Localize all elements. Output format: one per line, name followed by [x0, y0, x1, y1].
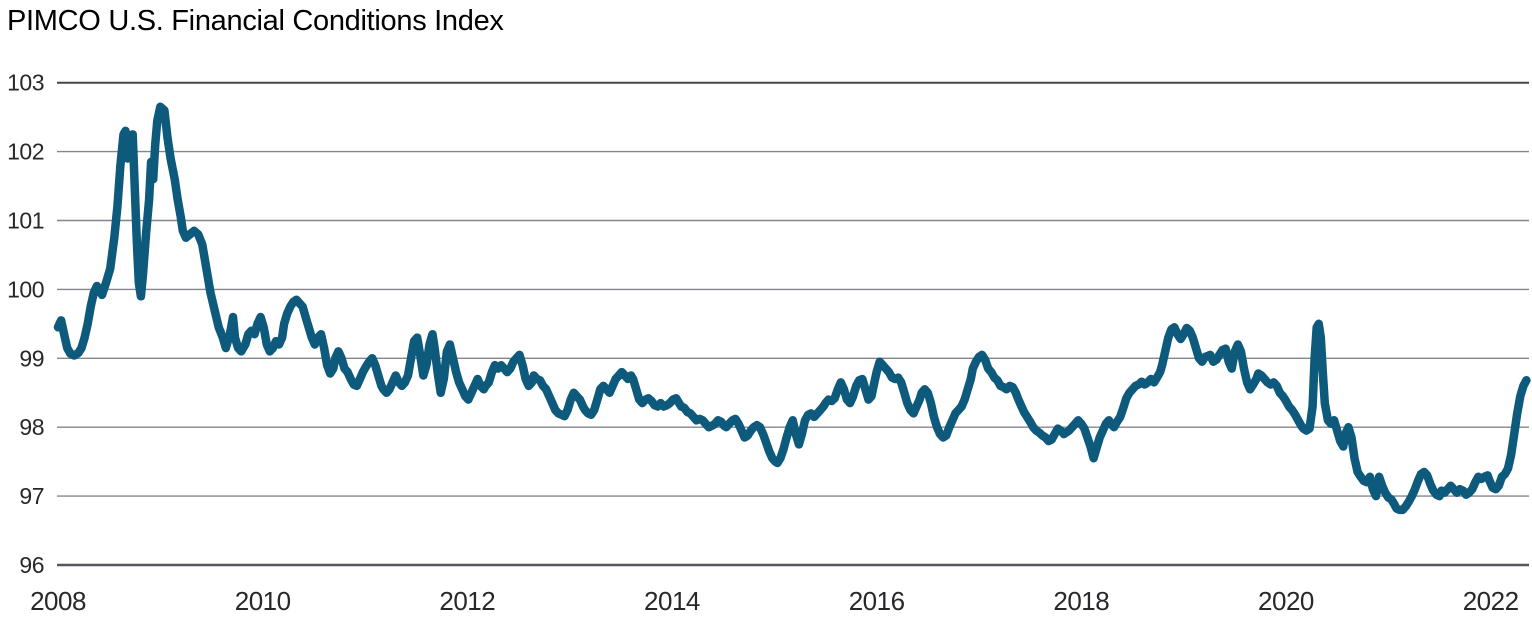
chart-title: PIMCO U.S. Financial Conditions Index [7, 5, 504, 37]
x-axis-label: 2016 [849, 586, 905, 616]
y-axis-label: 96 [19, 552, 44, 578]
y-axis-label: 99 [19, 345, 44, 371]
x-axis-label: 2020 [1258, 586, 1314, 616]
y-axis-label: 98 [19, 414, 44, 440]
y-axis-label: 97 [19, 483, 44, 509]
x-axis-label: 2010 [235, 586, 291, 616]
x-axis-label: 2008 [30, 586, 86, 616]
x-axis-label: 2022 [1463, 586, 1519, 616]
y-axis-label: 103 [7, 70, 44, 96]
y-axis-label: 100 [7, 276, 44, 302]
x-axis-label: 2014 [644, 586, 700, 616]
x-axis-label: 2012 [439, 586, 495, 616]
y-axis-label: 101 [7, 208, 44, 234]
fci-line-series [53, 102, 1531, 515]
y-axis-label: 102 [7, 139, 44, 165]
x-axis-label: 2018 [1053, 586, 1109, 616]
